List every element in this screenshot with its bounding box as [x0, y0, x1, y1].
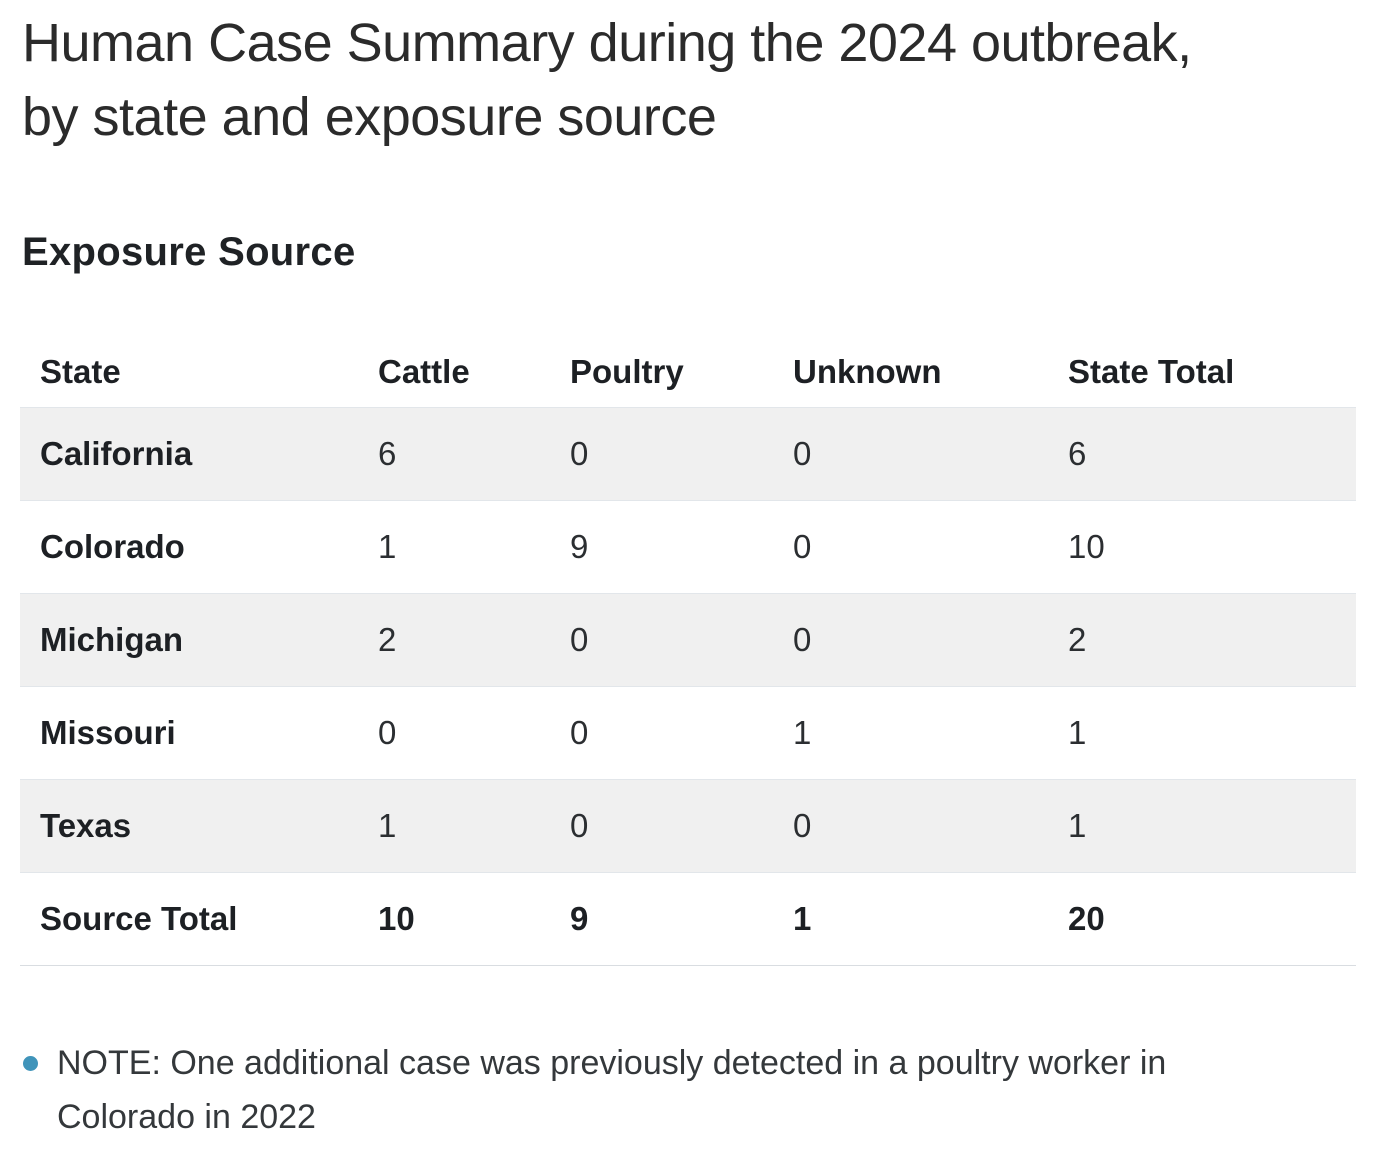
state-cell: Michigan [40, 621, 184, 658]
bullet-icon [23, 1056, 38, 1071]
note-list-item: NOTE: One additional case was previously… [20, 1036, 1360, 1144]
table-header: State Cattle Poultry Unknown State Total [20, 337, 1356, 408]
table-row-california: California 6 0 0 6 [20, 407, 1356, 501]
column-header-unknown: Unknown [793, 353, 942, 390]
state-total-value-cell: 1 [1068, 714, 1087, 751]
cattle-value-cell: 6 [378, 435, 397, 472]
column-header-state-total: State Total [1068, 353, 1235, 390]
state-total-value-cell: 10 [1068, 528, 1105, 565]
unknown-value-cell: 0 [793, 807, 812, 844]
table-row-michigan: Michigan 2 0 0 2 [20, 593, 1356, 687]
cattle-value-cell: 1 [378, 807, 397, 844]
grand-total-cell: 20 [1068, 900, 1105, 937]
table-row-texas: Texas 1 0 0 1 [20, 779, 1356, 873]
table-row-missouri: Missouri 0 0 1 1 [20, 686, 1356, 780]
note-text-line-2: Colorado in 2022 [57, 1098, 316, 1136]
state-total-value-cell: 2 [1068, 621, 1087, 658]
table-row-colorado: Colorado 1 9 0 10 [20, 500, 1356, 594]
note-text-line-1: NOTE: One additional case was previously… [57, 1044, 1167, 1082]
page-title-line-2: by state and exposure source [22, 87, 717, 147]
state-cell: Texas [40, 807, 132, 844]
cattle-value-cell: 1 [378, 528, 397, 565]
column-header-cattle: Cattle [378, 353, 470, 390]
state-cell: California [40, 435, 193, 472]
column-header-state: State [40, 353, 121, 390]
section-heading: Exposure Source [22, 230, 356, 274]
unknown-value-cell: 0 [793, 621, 812, 658]
page-title-line-1: Human Case Summary during the 2024 outbr… [22, 13, 1192, 73]
state-total-value-cell: 6 [1068, 435, 1087, 472]
table-body: California 6 0 0 6 Colorado 1 9 0 10 Mic… [20, 407, 1356, 966]
poultry-total-cell: 9 [570, 900, 589, 937]
unknown-total-cell: 1 [793, 900, 812, 937]
page-title: Human Case Summary during the 2024 outbr… [22, 6, 1360, 154]
header-row: State Cattle Poultry Unknown State Total [20, 337, 1356, 408]
table-row-source-total: Source Total 10 9 1 20 [20, 872, 1356, 966]
unknown-value-cell: 1 [793, 714, 812, 751]
state-cell: Missouri [40, 714, 176, 751]
source-total-label-cell: Source Total [40, 900, 238, 937]
poultry-value-cell: 0 [570, 621, 589, 658]
unknown-value-cell: 0 [793, 528, 812, 565]
poultry-value-cell: 0 [570, 807, 589, 844]
cattle-total-cell: 10 [378, 900, 415, 937]
note-text: NOTE: One additional case was previously… [57, 1036, 1166, 1144]
poultry-value-cell: 0 [570, 435, 589, 472]
state-total-value-cell: 1 [1068, 807, 1087, 844]
column-header-poultry: Poultry [570, 353, 684, 390]
state-cell: Colorado [40, 528, 185, 565]
poultry-value-cell: 9 [570, 528, 589, 565]
exposure-source-table: State Cattle Poultry Unknown State Total… [20, 337, 1356, 966]
cattle-value-cell: 2 [378, 621, 397, 658]
cattle-value-cell: 0 [378, 714, 397, 751]
poultry-value-cell: 0 [570, 714, 589, 751]
unknown-value-cell: 0 [793, 435, 812, 472]
